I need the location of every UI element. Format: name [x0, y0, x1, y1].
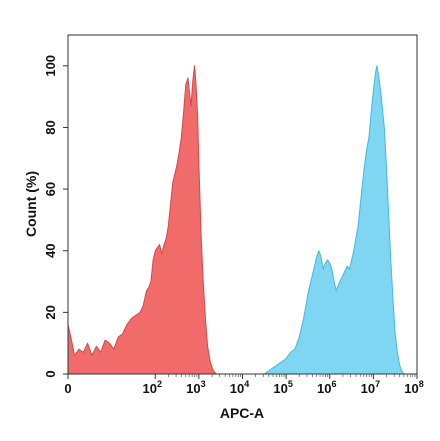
- series-layer: [67, 65, 405, 375]
- y-tick-label: 80: [43, 120, 58, 134]
- y-tick-label: 0: [43, 370, 58, 377]
- x-tick-label: 0: [64, 381, 71, 396]
- histogram-series-2: [263, 65, 405, 375]
- y-tick-label: 40: [43, 243, 58, 257]
- x-tick-label: 103: [186, 379, 205, 396]
- x-tick-label: 102: [143, 379, 162, 396]
- y-tick-label: 100: [43, 55, 58, 77]
- histogram-series-1: [67, 65, 217, 375]
- x-tick-label: 106: [317, 379, 336, 396]
- x-tick-label: 105: [273, 379, 292, 396]
- x-tick-label: 104: [230, 379, 249, 396]
- y-tick-label: 60: [43, 182, 58, 196]
- x-tick-label: 107: [361, 379, 380, 396]
- x-axis-label: APC-A: [220, 405, 264, 421]
- x-tick-label: 108: [404, 379, 423, 396]
- y-tick-label: 20: [43, 305, 58, 319]
- y-axis-label: Count (%): [23, 171, 39, 237]
